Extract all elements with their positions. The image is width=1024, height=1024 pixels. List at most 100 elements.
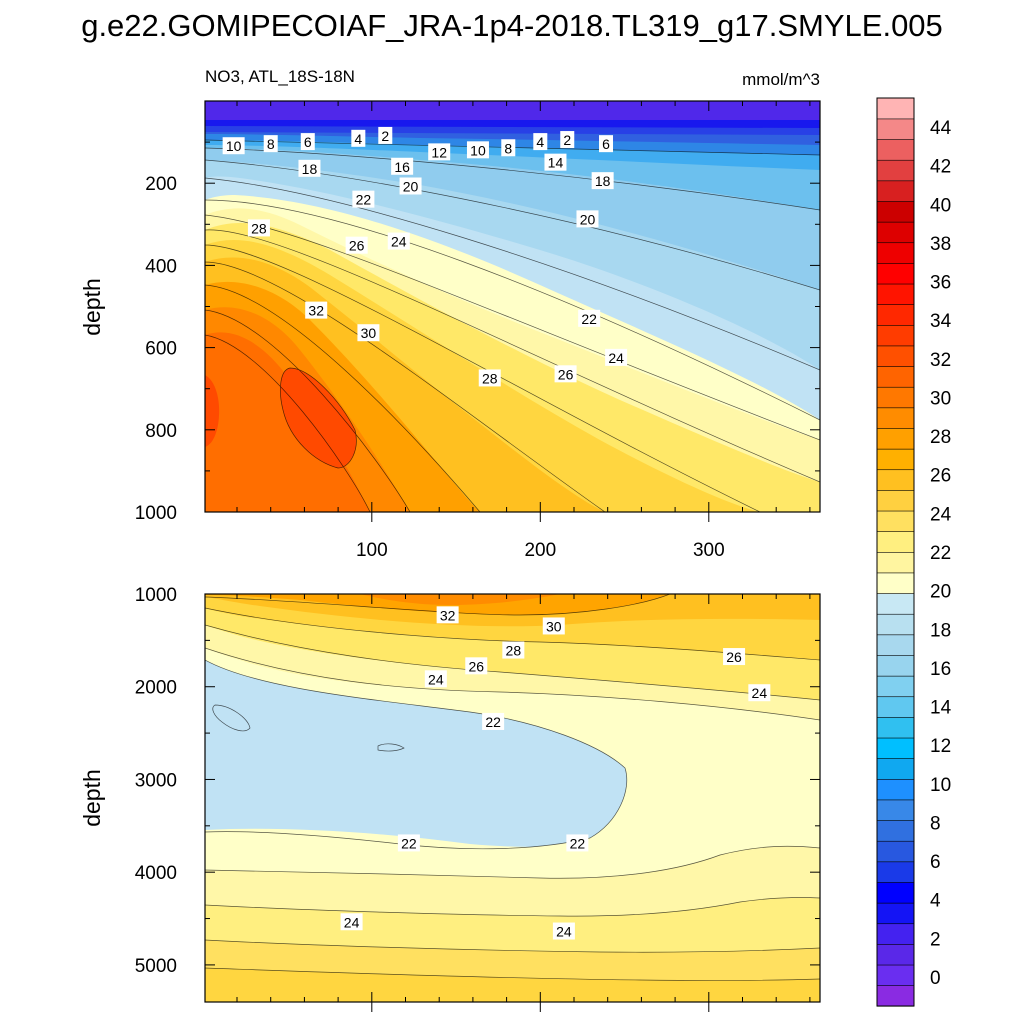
lower-contour-labels: 32 30 28 26 24 26 24 22 22 22 24 24	[340, 606, 771, 940]
colorbar-swatch	[876, 819, 915, 842]
colorbar-label: 2	[930, 929, 941, 950]
lower-contour-label: 24	[752, 685, 768, 701]
lower-contour-label: 30	[546, 618, 562, 634]
upper-field-band-2	[205, 101, 820, 120]
upper-contour-label-bg	[599, 135, 614, 153]
lower-contour-label-bg	[723, 648, 746, 666]
colorbar-swatch	[876, 159, 915, 182]
upper-contour-label-bg	[300, 133, 315, 151]
upper-xtick-label: 200	[524, 540, 556, 561]
colorbar-label: 0	[930, 968, 941, 989]
lower-contour-label-bg	[340, 913, 363, 931]
upper-contour-label: 6	[602, 136, 610, 152]
upper-field-band-36b	[205, 375, 220, 447]
upper-field-band-36	[280, 368, 357, 468]
lower-contour-label: 28	[506, 643, 522, 659]
lower-contour-label-bg	[436, 606, 459, 624]
colorbar-label: 24	[930, 504, 952, 525]
upper-contour-label-bg	[533, 133, 548, 151]
lower-contour-label: 22	[485, 714, 501, 730]
colorbar-swatch	[876, 386, 915, 409]
colorbar-swatch	[876, 221, 915, 244]
upper-contour-label: 18	[302, 161, 318, 177]
upper-contour-label: 20	[580, 211, 596, 227]
colorbar-swatch	[876, 97, 915, 120]
lower-axes: 1000 2000 3000 4000 5000	[135, 585, 820, 1012]
lower-contour-label: 24	[344, 914, 360, 930]
colorbar-label: 26	[930, 466, 951, 487]
colorbar-label: 30	[930, 388, 951, 409]
upper-contour-label: 30	[361, 325, 377, 341]
colorbar-label: 20	[930, 582, 951, 603]
lower-contour-label-bg	[397, 834, 420, 852]
lower-contour-label: 22	[401, 835, 417, 851]
lower-contour-label: 32	[440, 607, 456, 623]
lower-ylabel: depth	[79, 769, 105, 827]
upper-left-title: NO3, ATL_18S-18N	[205, 67, 355, 86]
colorbar-label: 40	[930, 195, 951, 216]
upper-contour-label-bg	[378, 126, 393, 144]
colorbar-swatch	[876, 654, 915, 677]
upper-contour-label-bg	[391, 157, 414, 175]
upper-contour-label-bg	[560, 131, 575, 149]
lower-frame	[204, 593, 821, 1003]
colorbar-swatch	[876, 696, 915, 718]
colorbar-frame	[876, 97, 915, 1007]
colorbar-swatch	[876, 138, 915, 161]
colorbar-swatch	[876, 283, 915, 305]
lower-contour-label: 24	[428, 671, 444, 687]
colorbar-label: 38	[930, 234, 951, 255]
upper-contour-label: 24	[391, 234, 407, 250]
colorbar-swatch	[876, 551, 915, 574]
colorbar-swatch	[876, 675, 915, 698]
lower-contour-label-bg	[566, 834, 589, 852]
colorbar-swatch	[876, 737, 915, 759]
lower-field-band-32	[360, 594, 560, 605]
upper-panel: NO3, ATL_18S-18N mmol/m^3	[79, 67, 821, 561]
lower-contour-label: 24	[556, 924, 572, 940]
colorbar-swatch	[876, 964, 915, 986]
upper-ylabel: depth	[79, 278, 105, 336]
upper-contour-label-bg	[501, 139, 516, 157]
lower-contour-label: 22	[570, 835, 586, 851]
lower-contour-label-bg	[482, 712, 505, 730]
upper-ytick-label: 200	[145, 174, 177, 195]
colorbar-swatch	[876, 881, 915, 904]
upper-contour-label-bg	[466, 141, 489, 159]
upper-contour-label-bg	[578, 309, 601, 327]
colorbar-swatch	[876, 613, 915, 636]
colorbar-swatch	[876, 365, 915, 388]
colorbar-swatch	[876, 592, 915, 615]
upper-contour-label: 12	[431, 144, 447, 160]
colorbar-label: 10	[930, 775, 951, 796]
colorbar-swatch	[876, 778, 915, 801]
colorbar-label: 32	[930, 350, 951, 371]
upper-contour-label-bg	[298, 159, 321, 177]
colorbar-swatch	[876, 118, 915, 140]
upper-contour-label: 2	[563, 132, 571, 148]
colorbar-label: 36	[930, 273, 951, 294]
colorbar-label: 22	[930, 543, 951, 564]
upper-contour-label-bg	[345, 236, 368, 254]
upper-contour-label: 22	[356, 192, 372, 208]
upper-contour-label: 2	[381, 128, 389, 144]
colorbar-label: 42	[930, 157, 951, 178]
upper-contour-label-bg	[352, 190, 375, 208]
colorbar-label: 28	[930, 427, 951, 448]
lower-field-band-26b	[205, 968, 820, 1002]
upper-ytick-label: 600	[145, 339, 177, 360]
upper-contour-label-bg	[387, 232, 410, 250]
upper-contour-label-bg	[305, 301, 328, 319]
upper-contour-label-bg	[576, 210, 599, 228]
upper-contour-label-bg	[399, 177, 422, 195]
lower-field-band-20	[205, 660, 627, 849]
colorbar-label: 44	[930, 118, 952, 139]
colorbar-swatch	[876, 758, 915, 780]
upper-contour-label-bg	[428, 143, 451, 161]
upper-xtick-label: 100	[356, 540, 388, 561]
figure-title: g.e22.GOMIPECOIAF_JRA-1p4-2018.TL319_g17…	[81, 8, 943, 43]
upper-contour-label: 18	[595, 173, 611, 189]
colorbar-label: 12	[930, 736, 951, 757]
colorbar-swatch	[876, 799, 915, 821]
upper-contour-label: 20	[403, 178, 419, 194]
